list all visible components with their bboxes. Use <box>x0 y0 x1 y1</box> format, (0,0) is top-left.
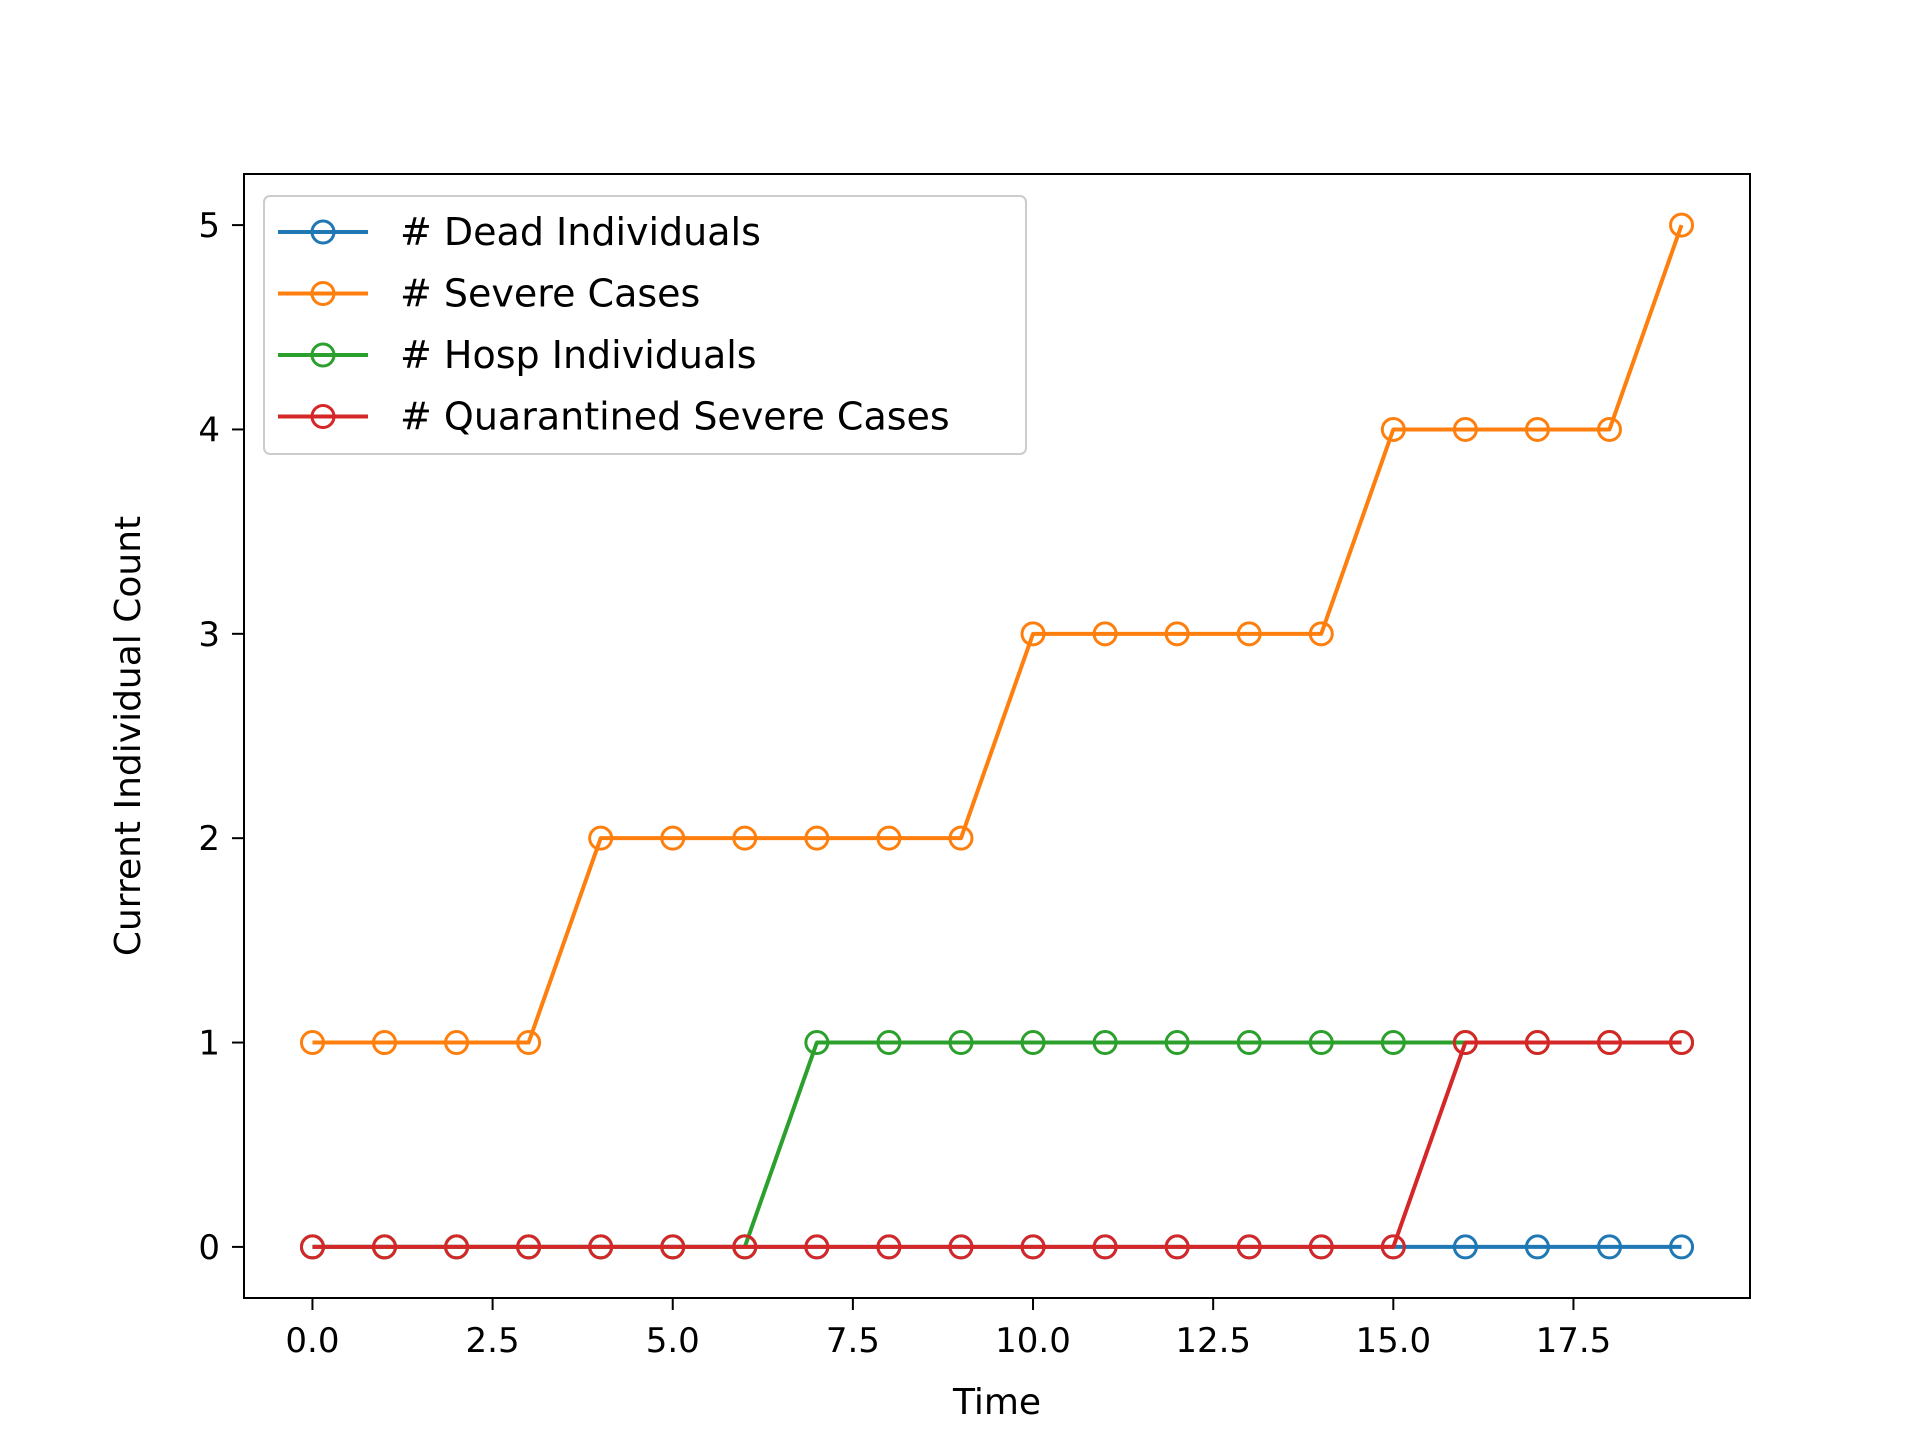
data-point <box>1380 1234 1406 1260</box>
series-1 <box>299 212 1695 1056</box>
data-point <box>1236 1030 1262 1056</box>
legend-label: # Severe Cases <box>400 272 700 316</box>
y-tick-label: 1 <box>198 1024 220 1064</box>
y-tick-label: 4 <box>198 410 220 450</box>
legend-item: # Quarantined Severe Cases <box>278 395 950 439</box>
y-tick-label: 3 <box>198 615 220 655</box>
data-point <box>444 1234 470 1260</box>
data-point <box>444 1030 470 1056</box>
data-point <box>804 1234 830 1260</box>
x-tick-label: 17.5 <box>1536 1321 1612 1361</box>
data-point <box>1308 1030 1334 1056</box>
data-point <box>1452 416 1478 442</box>
data-point <box>299 1030 325 1056</box>
data-point <box>299 1234 325 1260</box>
data-point <box>1669 212 1695 238</box>
legend-marker <box>310 404 336 429</box>
data-point <box>1092 1234 1118 1260</box>
data-point <box>372 1030 398 1056</box>
data-point <box>1308 1234 1334 1260</box>
y-axis-label: Current Individual Count <box>108 516 149 956</box>
data-point <box>1524 1234 1550 1260</box>
data-point <box>1452 1030 1478 1056</box>
data-point <box>804 1030 830 1056</box>
y-tick-label: 5 <box>198 206 220 246</box>
data-point <box>1524 416 1550 442</box>
data-point <box>1380 1030 1406 1056</box>
data-point <box>1308 621 1334 647</box>
data-point <box>1380 416 1406 442</box>
series-layer <box>299 212 1695 1260</box>
data-point <box>516 1030 542 1056</box>
legend-box <box>263 195 1027 455</box>
legend-item: # Severe Cases <box>278 272 700 316</box>
data-point <box>804 825 830 851</box>
data-point <box>1092 621 1118 647</box>
y-tick-label: 2 <box>198 819 220 859</box>
data-point <box>1092 1030 1118 1056</box>
data-point <box>1452 1234 1478 1260</box>
data-point <box>948 1030 974 1056</box>
legend: # Dead Individuals # Severe Cases # Hosp I… <box>263 195 1027 455</box>
data-point <box>588 825 614 851</box>
data-point <box>1020 1030 1046 1056</box>
data-point <box>1164 621 1190 647</box>
data-point <box>1020 1234 1046 1260</box>
x-tick-label: 12.5 <box>1175 1321 1251 1361</box>
legend-item: # Hosp Individuals <box>278 333 757 377</box>
data-point <box>516 1234 542 1260</box>
data-point <box>1236 1234 1262 1260</box>
x-tick-label: 0.0 <box>285 1321 339 1361</box>
data-point <box>948 825 974 851</box>
data-point <box>1669 1234 1695 1260</box>
x-axis: 0.0 2.5 5.0 7.5 10.0 12.5 15.0 17.5 <box>285 1298 1611 1361</box>
data-point <box>732 1234 758 1260</box>
x-tick-label: 10.0 <box>995 1321 1071 1361</box>
data-point <box>1596 1234 1622 1260</box>
data-point <box>1669 1030 1695 1056</box>
plot-frame <box>243 173 1751 1299</box>
legend-marker <box>310 219 336 245</box>
data-point <box>1164 1234 1190 1260</box>
y-axis: 0 1 2 3 4 5 <box>198 206 244 1268</box>
data-point <box>876 825 902 851</box>
legend-item: # Dead Individuals <box>278 210 761 254</box>
legend-label: # Dead Individuals <box>400 210 761 254</box>
data-point <box>660 825 686 851</box>
legend-label: # Quarantined Severe Cases <box>400 395 950 439</box>
data-point <box>1164 1030 1190 1056</box>
data-point <box>1596 416 1622 442</box>
x-tick-label: 2.5 <box>466 1321 520 1361</box>
data-point <box>1236 621 1262 647</box>
data-point <box>732 825 758 851</box>
x-axis-label: Time <box>952 1382 1041 1423</box>
data-point <box>948 1234 974 1260</box>
y-tick-label: 0 <box>198 1228 220 1268</box>
data-point <box>660 1234 686 1260</box>
legend-marker <box>310 342 336 368</box>
data-point <box>1020 621 1046 647</box>
x-tick-label: 15.0 <box>1355 1321 1431 1361</box>
series-3 <box>299 1030 1695 1260</box>
data-point <box>876 1234 902 1260</box>
data-point <box>1596 1030 1622 1056</box>
data-point <box>1524 1030 1550 1056</box>
data-point <box>588 1234 614 1260</box>
data-point <box>372 1234 398 1260</box>
legend-marker <box>310 281 336 306</box>
data-point <box>876 1030 902 1056</box>
x-tick-label: 5.0 <box>646 1321 700 1361</box>
x-tick-label: 7.5 <box>826 1321 880 1361</box>
legend-label: # Hosp Individuals <box>400 333 757 377</box>
